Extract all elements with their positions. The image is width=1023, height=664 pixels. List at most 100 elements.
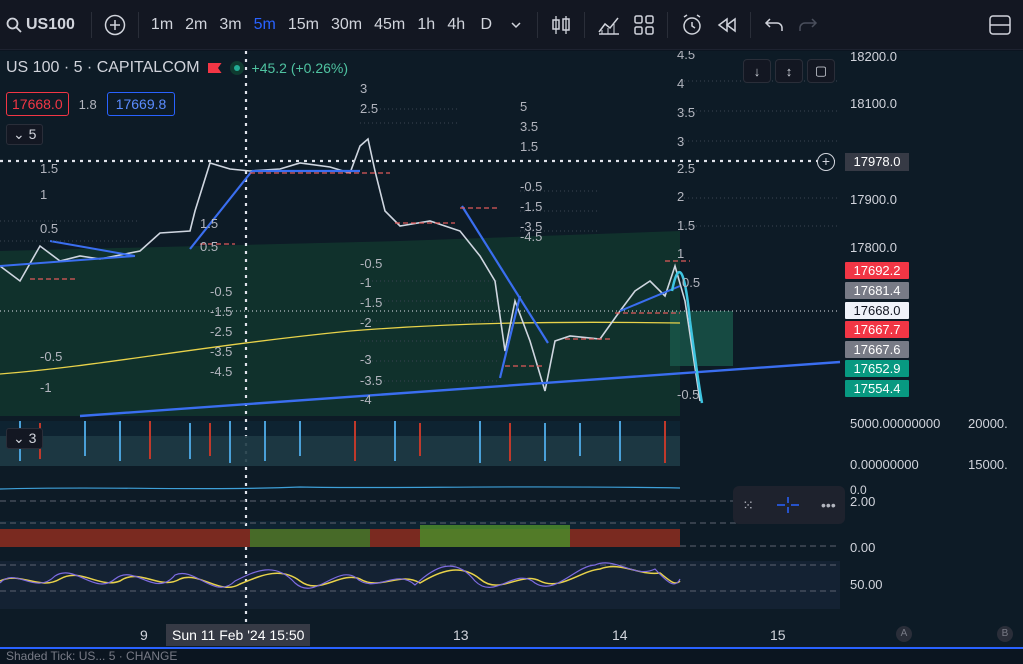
maximize-pane-button[interactable]: ▢ <box>807 59 835 83</box>
interval-15m[interactable]: 15m <box>287 15 319 33</box>
svg-text:3.5: 3.5 <box>520 119 538 134</box>
interval-5m[interactable]: 5m <box>253 15 276 33</box>
symbol-legend: US 100 · 5 · CAPITALCOM +45.2 (+0.26%) <box>6 59 348 77</box>
interval-45m[interactable]: 45m <box>374 15 406 33</box>
candles-icon <box>552 15 570 34</box>
add-alert-plus-icon[interactable]: + <box>817 153 835 171</box>
svg-text:0.5: 0.5 <box>682 275 700 290</box>
price-tag: 17652.9 <box>845 360 909 377</box>
interval-3m[interactable]: 3m <box>219 15 242 33</box>
divider <box>137 11 139 38</box>
chart-area[interactable]: 1.5 1 0.5 -0.5 -1 0.5 1.5 3 2.5 -0.5 -1 -1.5 -2 … <box>0 51 1023 664</box>
symbol-search[interactable]: US100 <box>0 0 85 49</box>
svg-text:3: 3 <box>677 134 684 149</box>
interval-30m[interactable]: 30m <box>330 15 363 33</box>
interval-1h[interactable]: 1h <box>417 15 436 33</box>
more-options-icon[interactable]: ••• <box>821 497 836 513</box>
symbol-label: US100 <box>26 15 75 33</box>
svg-text:-0.5: -0.5 <box>210 284 232 299</box>
compare-add-button[interactable] <box>98 9 132 41</box>
volume-scale-low: 0.00000000 <box>850 457 919 472</box>
price-tag: 17667.7 <box>845 321 909 338</box>
svg-text:1: 1 <box>40 187 47 202</box>
right-scale-low: 15000. <box>968 457 1008 472</box>
interval-d[interactable]: D <box>480 15 493 33</box>
scale-a-button[interactable]: A <box>896 626 912 642</box>
interval-1m[interactable]: 1m <box>150 15 174 33</box>
svg-text:4: 4 <box>677 76 684 91</box>
indicators-button[interactable] <box>591 9 627 41</box>
replay-button[interactable] <box>710 9 744 41</box>
layouts-button[interactable] <box>627 9 661 41</box>
svg-text:1.5: 1.5 <box>40 161 58 176</box>
chart-type-button[interactable] <box>544 9 578 41</box>
legend-title[interactable]: US 100 · 5 · CAPITALCOM <box>6 59 200 76</box>
crosshair-price-label: 17978.0 <box>845 153 909 171</box>
spread-value: 1.8 <box>78 96 97 112</box>
trendline-down <box>461 205 549 344</box>
flag-icon[interactable] <box>207 63 222 73</box>
time-tick: 9 <box>140 627 148 643</box>
interval-2m[interactable]: 2m <box>185 15 208 33</box>
svg-text:-0.5: -0.5 <box>40 349 62 364</box>
collapse-count: 5 <box>28 126 37 142</box>
interval-4h[interactable]: 4h <box>447 15 466 33</box>
chevron-down-icon: ⌄ <box>13 126 25 142</box>
svg-text:-0.5: -0.5 <box>520 179 542 194</box>
svg-text:1.5: 1.5 <box>200 216 218 231</box>
svg-text:-1.5: -1.5 <box>210 304 232 319</box>
price-scale[interactable]: 18200.0 18100.0 17978.0 17900.0 17800.0 … <box>838 51 1023 626</box>
volume-scale-high: 5000.00000000 <box>850 416 941 431</box>
price-tick: 17800.0 <box>850 240 897 255</box>
level-lines <box>30 172 690 367</box>
svg-text:-3.5: -3.5 <box>520 219 542 234</box>
sell-button[interactable]: 17668.0 <box>6 92 69 116</box>
price-tick: 18200.0 <box>850 51 897 64</box>
indicator-count: 3 <box>28 430 37 446</box>
trendline-up <box>189 170 253 250</box>
svg-text:-2: -2 <box>360 315 372 330</box>
alert-button[interactable] <box>674 9 710 41</box>
panel-icon <box>989 15 1011 35</box>
move-pane-down-button[interactable]: ↓ <box>743 59 771 83</box>
divider <box>750 11 752 38</box>
panel-toggle-button[interactable] <box>983 9 1017 41</box>
trendline-support <box>79 360 841 418</box>
pane2-mid: 2.00 <box>850 494 876 509</box>
price-tick: 18100.0 <box>850 96 897 111</box>
collapse-pane-button[interactable]: ↕ <box>775 59 803 83</box>
svg-text:-4.5: -4.5 <box>210 364 232 379</box>
arrow-down-icon: ↓ <box>753 63 761 79</box>
projection-curve <box>670 270 704 404</box>
svg-text:2: 2 <box>677 189 684 204</box>
indicator-pane-toggle[interactable]: ⌄ 3 <box>6 428 44 449</box>
market-status-icon[interactable] <box>229 61 244 75</box>
interval-dropdown[interactable] <box>501 9 531 41</box>
scale-b-button[interactable]: B <box>997 626 1013 642</box>
collapse-legend-button[interactable]: ⌄ 5 <box>6 124 44 145</box>
chart-canvas[interactable]: 1.510.5 -0.5-1 0.51.5 32.5-0.5 -1-1.5-2 … <box>0 51 1023 664</box>
grid-layout-icon <box>634 14 654 35</box>
rewind-icon <box>717 17 736 32</box>
top-toolbar: US100 1m 2m 3m 5m 15m 30m 45m 1h 4h D <box>0 0 1023 50</box>
right-scale-high: 20000. <box>968 416 1008 431</box>
svg-text:-0.5: -0.5 <box>677 387 699 402</box>
trendline-right <box>619 285 681 312</box>
drag-handle-icon[interactable]: ⁙ <box>742 496 754 513</box>
crosshair-icon[interactable] <box>773 495 803 515</box>
redo-button[interactable] <box>791 9 825 41</box>
svg-text:5: 5 <box>520 99 527 114</box>
divider <box>537 11 539 38</box>
price-series <box>0 137 701 402</box>
indicators-icon <box>598 17 620 35</box>
svg-text:-2.5: -2.5 <box>210 324 232 339</box>
buy-button[interactable]: 17669.8 <box>106 92 176 116</box>
svg-text:-3.5: -3.5 <box>210 344 232 359</box>
price-tick: 17900.0 <box>850 192 897 207</box>
time-axis[interactable]: 9 Sun 11 Feb '24 15:50 13 14 15 A B <box>0 623 1023 647</box>
redo-icon <box>799 17 818 31</box>
floating-toolbar: ⁙ ••• <box>733 486 845 524</box>
undo-button[interactable] <box>757 9 791 41</box>
maximize-icon: ▢ <box>814 63 828 78</box>
legend-change: +45.2 (+0.26%) <box>251 60 349 76</box>
